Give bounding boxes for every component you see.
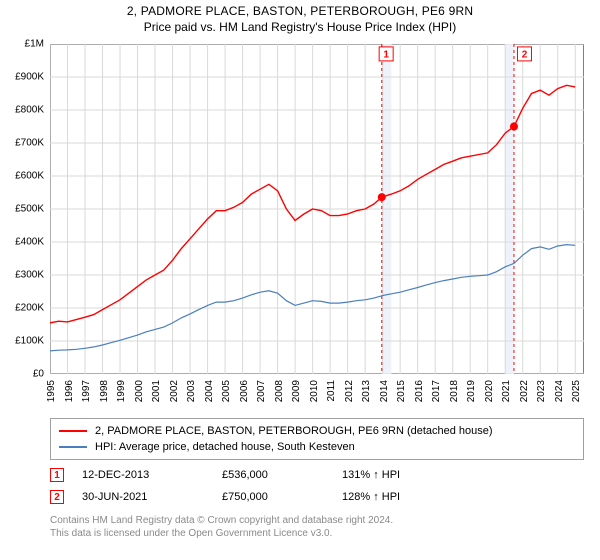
x-tick-label: 2017	[431, 380, 442, 402]
chart-area: 12 £0£100K£200K£300K£400K£500K£600K£700K…	[50, 44, 584, 374]
y-tick-label: £700K	[0, 138, 44, 149]
sale-row-2: 2 30-JUN-2021 £750,000 128% ↑ HPI	[50, 486, 584, 508]
x-tick-label: 1998	[99, 380, 110, 402]
x-tick-label: 2020	[484, 380, 495, 402]
y-tick-label: £800K	[0, 105, 44, 116]
sale-date-1: 12-DEC-2013	[82, 469, 222, 481]
x-tick-label: 2011	[326, 380, 337, 402]
sale-row-1: 1 12-DEC-2013 £536,000 131% ↑ HPI	[50, 464, 584, 486]
x-tick-label: 2025	[571, 380, 582, 402]
plot-svg: 12	[50, 44, 584, 374]
attribution-line1: Contains HM Land Registry data © Crown c…	[50, 514, 584, 527]
x-tick-label: 2009	[291, 380, 302, 402]
x-tick-label: 2004	[204, 380, 215, 402]
x-tick-label: 2003	[186, 380, 197, 402]
sale-date-2: 30-JUN-2021	[82, 491, 222, 503]
legend-swatch-property	[59, 430, 87, 432]
legend: 2, PADMORE PLACE, BASTON, PETERBOROUGH, …	[50, 418, 584, 460]
sale-price-2: £750,000	[222, 491, 342, 503]
x-tick-label: 2013	[361, 380, 372, 402]
attribution: Contains HM Land Registry data © Crown c…	[50, 514, 584, 540]
x-tick-label: 2014	[379, 380, 390, 402]
chart-container: 2, PADMORE PLACE, BASTON, PETERBOROUGH, …	[0, 0, 600, 560]
x-tick-label: 2018	[449, 380, 460, 402]
legend-row-property: 2, PADMORE PLACE, BASTON, PETERBOROUGH, …	[59, 423, 575, 439]
title-main: 2, PADMORE PLACE, BASTON, PETERBOROUGH, …	[0, 4, 600, 18]
x-tick-label: 2019	[466, 380, 477, 402]
sales-table: 1 12-DEC-2013 £536,000 131% ↑ HPI 2 30-J…	[50, 464, 584, 508]
y-tick-label: £0	[0, 369, 44, 380]
x-tick-label: 2006	[239, 380, 250, 402]
legend-row-hpi: HPI: Average price, detached house, Sout…	[59, 439, 575, 455]
x-tick-label: 2005	[221, 380, 232, 402]
x-tick-label: 2002	[169, 380, 180, 402]
x-tick-label: 2021	[501, 380, 512, 402]
x-tick-label: 1995	[46, 380, 57, 402]
sale-marker-1: 1	[50, 468, 64, 482]
x-tick-label: 1997	[81, 380, 92, 402]
x-tick-label: 2007	[256, 380, 267, 402]
y-tick-label: £200K	[0, 303, 44, 314]
x-tick-label: 2000	[134, 380, 145, 402]
y-tick-label: £500K	[0, 204, 44, 215]
legend-label-hpi: HPI: Average price, detached house, Sout…	[95, 441, 355, 453]
svg-text:1: 1	[383, 49, 389, 60]
y-tick-label: £100K	[0, 336, 44, 347]
sale-price-1: £536,000	[222, 469, 342, 481]
x-tick-label: 2008	[274, 380, 285, 402]
x-tick-label: 2015	[396, 380, 407, 402]
x-tick-label: 2012	[344, 380, 355, 402]
sale-marker-2: 2	[50, 490, 64, 504]
x-tick-label: 1996	[64, 380, 75, 402]
titles: 2, PADMORE PLACE, BASTON, PETERBOROUGH, …	[0, 0, 600, 34]
x-tick-label: 2010	[309, 380, 320, 402]
svg-text:2: 2	[522, 49, 528, 60]
y-tick-label: £1M	[0, 39, 44, 50]
legend-swatch-hpi	[59, 446, 87, 448]
title-sub: Price paid vs. HM Land Registry's House …	[0, 20, 600, 34]
x-tick-label: 2024	[554, 380, 565, 402]
x-tick-label: 1999	[116, 380, 127, 402]
sale-pct-2: 128% ↑ HPI	[342, 491, 462, 503]
legend-label-property: 2, PADMORE PLACE, BASTON, PETERBOROUGH, …	[95, 425, 493, 437]
x-tick-label: 2023	[536, 380, 547, 402]
y-tick-label: £400K	[0, 237, 44, 248]
x-tick-label: 2016	[414, 380, 425, 402]
attribution-line2: This data is licensed under the Open Gov…	[50, 527, 584, 540]
y-tick-label: £600K	[0, 171, 44, 182]
sale-pct-1: 131% ↑ HPI	[342, 469, 462, 481]
x-tick-label: 2001	[151, 380, 162, 402]
y-tick-label: £300K	[0, 270, 44, 281]
x-tick-label: 2022	[519, 380, 530, 402]
y-tick-label: £900K	[0, 72, 44, 83]
